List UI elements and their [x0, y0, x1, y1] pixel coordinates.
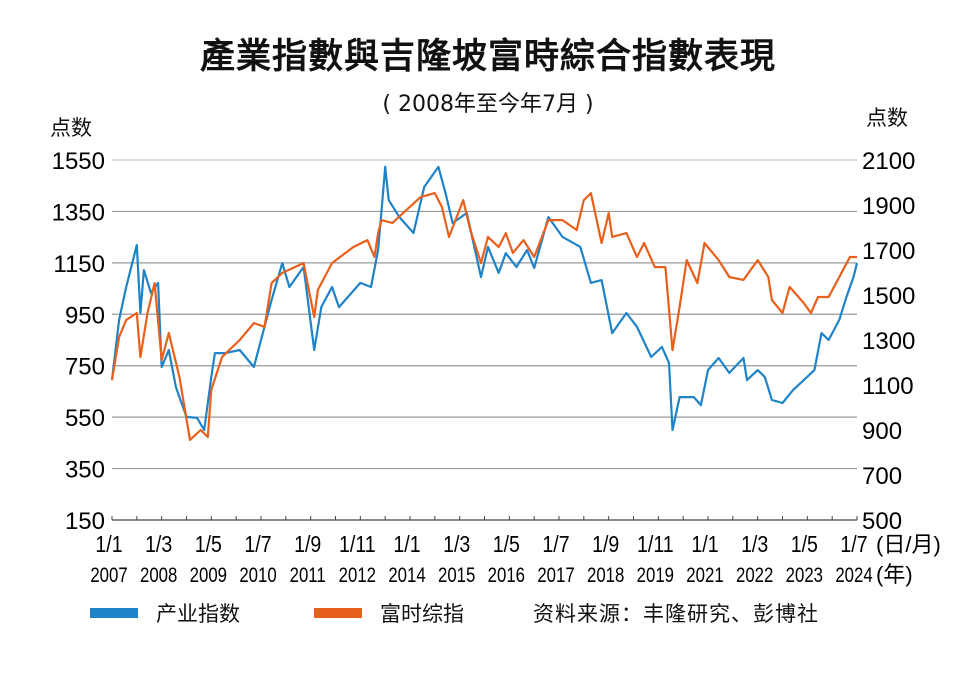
- right-tick-label: 500: [862, 508, 902, 535]
- x-tick-daymonth: 1/11: [339, 532, 376, 558]
- x-tick-year: 2022: [736, 564, 773, 587]
- x-tick-daymonth: 1/9: [294, 532, 321, 558]
- legend-label: 富时综指: [380, 602, 464, 626]
- right-tick-label: 1500: [862, 283, 915, 310]
- x-tick-year: 2018: [587, 564, 624, 587]
- left-tick-label: 1150: [53, 251, 105, 278]
- x-tick-daymonth: 1/7: [542, 532, 569, 558]
- right-axis-unit: 点数: [866, 106, 908, 130]
- x-tick-year: 2021: [686, 564, 723, 587]
- x-tick-daymonth: 1/3: [741, 532, 768, 558]
- legend-swatch-orange: [314, 608, 362, 618]
- x-tick-year: 2007: [90, 564, 127, 587]
- x-tick-daymonth: 1/7: [840, 532, 867, 558]
- x-axis-unit-year: (年): [876, 562, 913, 587]
- x-tick-year: 2008: [140, 564, 177, 587]
- x-tick-year: 2009: [190, 564, 227, 587]
- chart-title: 產業指數與吉隆坡富時綜合指數表現: [199, 37, 776, 77]
- x-tick-daymonth: 1/7: [244, 532, 271, 558]
- right-tick-label: 700: [862, 463, 902, 490]
- left-tick-label: 150: [65, 508, 105, 535]
- x-tick-daymonth: 1/9: [592, 532, 619, 558]
- series-line-industry-index: [110, 165, 859, 432]
- x-tick-daymonth: 1/1: [393, 532, 420, 558]
- legend-label: 产业指数: [156, 602, 240, 626]
- x-tick-year: 2014: [388, 564, 426, 587]
- left-tick-label: 950: [65, 302, 105, 329]
- x-tick-year: 2023: [786, 564, 823, 587]
- x-tick-year: 2016: [488, 564, 525, 587]
- x-tick-daymonth: 1/1: [95, 532, 122, 558]
- right-tick-label: 2100: [862, 148, 915, 175]
- legend-item-industry-index: 产业指数: [90, 598, 240, 628]
- legend-item-ftse-klci: 富时综指: [314, 598, 464, 628]
- x-tick-year: 2024: [835, 564, 873, 587]
- right-tick-label: 1700: [862, 238, 915, 265]
- source-note: 资料来源：丰隆研究、彭博社: [533, 602, 819, 626]
- right-tick-label: 1100: [862, 373, 914, 400]
- x-tick-daymonth: 1/11: [637, 532, 674, 558]
- left-tick-label: 550: [65, 405, 105, 432]
- left-tick-label: 350: [65, 457, 105, 484]
- x-tick-daymonth: 1/5: [791, 532, 818, 558]
- x-tick-daymonth: 1/3: [443, 532, 470, 558]
- x-tick-year: 2011: [290, 564, 326, 587]
- series-line-ftse-klci: [110, 192, 857, 441]
- x-tick-daymonth: 1/5: [493, 532, 520, 558]
- x-tick-daymonth: 1/3: [145, 532, 172, 558]
- left-tick-label: 1350: [52, 199, 105, 226]
- x-tick-year: 2015: [438, 564, 475, 587]
- legend-swatch-blue: [90, 608, 138, 618]
- left-tick-label: 750: [65, 354, 105, 381]
- right-tick-label: 1900: [862, 193, 915, 220]
- right-tick-label: 900: [862, 418, 902, 445]
- chart-subtitle: ( 2008年至今年7月 ): [382, 92, 594, 117]
- left-axis-unit: 点数: [50, 116, 92, 140]
- x-tick-daymonth: 1/5: [195, 532, 222, 558]
- x-tick-year: 2012: [339, 564, 376, 587]
- x-tick-daymonth: 1/1: [691, 532, 718, 558]
- left-tick-label: 1550: [52, 148, 105, 175]
- x-tick-year: 2017: [537, 564, 574, 587]
- x-axis-unit-daymonth: (日/月): [876, 532, 941, 557]
- x-tick-year: 2019: [637, 564, 674, 587]
- x-tick-year: 2010: [239, 564, 276, 587]
- right-tick-label: 1300: [862, 328, 915, 355]
